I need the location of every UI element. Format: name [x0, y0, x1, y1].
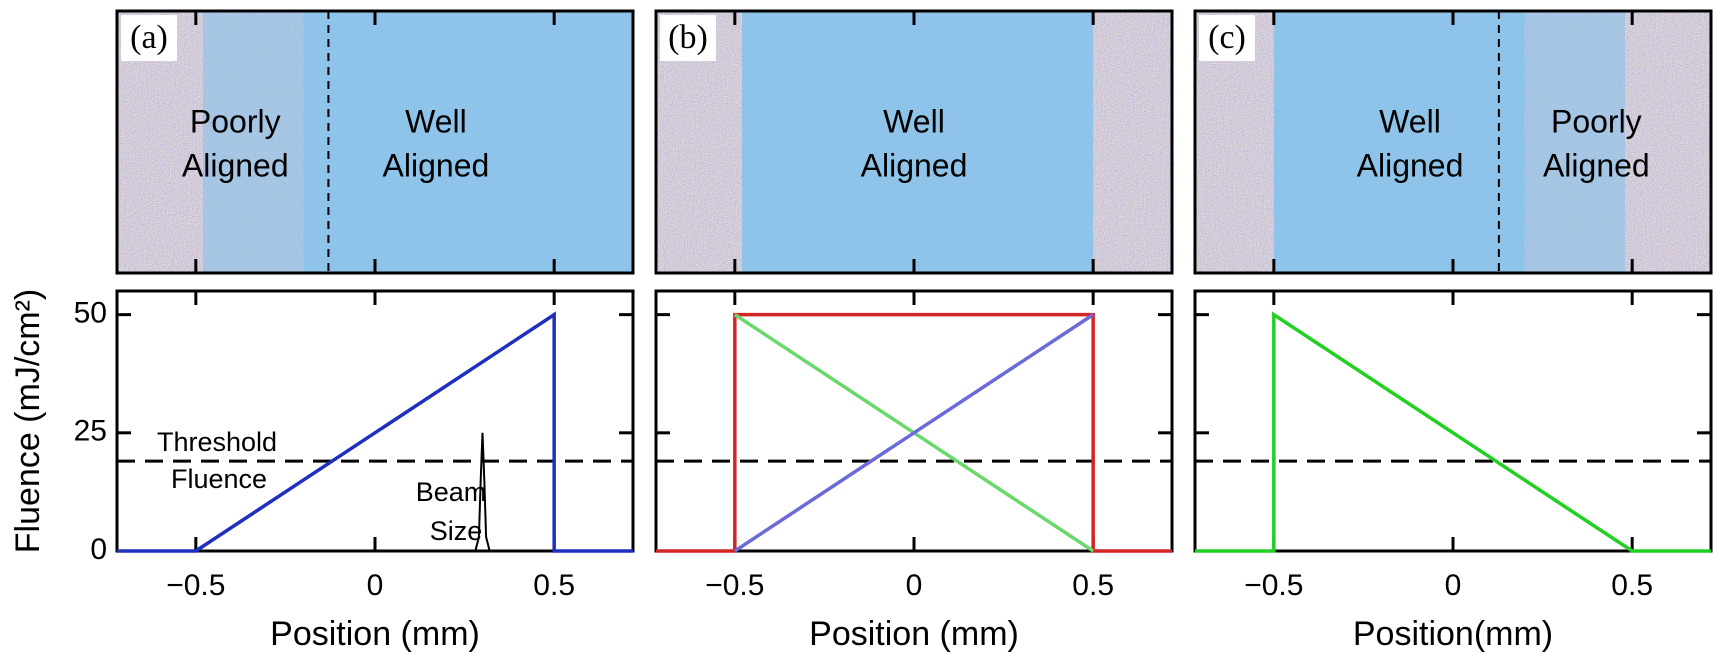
- poorly-aligned-speckle: [203, 11, 304, 273]
- region-label: Aligned: [182, 147, 289, 183]
- panel-label: (b): [668, 19, 708, 56]
- panel-label: (c): [1208, 19, 1246, 56]
- region-label: Well: [405, 103, 467, 139]
- x-axis-label: Position (mm): [809, 615, 1019, 653]
- y-tick-label: 0: [90, 533, 107, 566]
- fluence-line: [1195, 311, 1711, 553]
- region-label: Aligned: [1357, 147, 1464, 183]
- x-tick-label: −0.5: [1244, 569, 1303, 602]
- panel-label: (a): [130, 19, 168, 56]
- x-tick-label: 0: [906, 569, 923, 602]
- x-tick-label: 0: [1445, 569, 1462, 602]
- x-tick-label: 0: [367, 569, 384, 602]
- x-tick-label: −0.5: [705, 569, 764, 602]
- region-label: Well: [1379, 103, 1441, 139]
- annotation: Size: [430, 516, 483, 546]
- x-tick-label: 0.5: [1611, 569, 1653, 602]
- y-axis-label: Fluence (mJ/cm²): [9, 289, 47, 553]
- region-label: Poorly: [190, 103, 281, 139]
- region-label: Aligned: [1543, 147, 1650, 183]
- panel: (a) Poorly Aligned Well Aligned −0.5 0 0.5 0 25 50…: [9, 9, 635, 653]
- poorly-aligned-speckle: [1524, 11, 1625, 273]
- annotation: Fluence: [171, 464, 267, 494]
- x-axis-label: Position (mm): [270, 615, 480, 653]
- y-tick-label: 50: [74, 297, 107, 330]
- annotation: Threshold: [157, 427, 277, 457]
- x-tick-label: −0.5: [166, 569, 225, 602]
- fluence-line: [733, 313, 1095, 553]
- region-label: Poorly: [1551, 103, 1642, 139]
- region-label: Aligned: [861, 147, 968, 183]
- x-tick-label: 0.5: [533, 569, 575, 602]
- fluence-line: [474, 432, 491, 552]
- panel: (c) Well Aligned Poorly Aligned −0.5 0 0.5 Posit…: [1193, 9, 1713, 653]
- panel-label-box: [121, 15, 177, 61]
- fluence-line: [117, 311, 633, 553]
- x-tick-label: 0.5: [1072, 569, 1114, 602]
- fluence-line: [656, 312, 1172, 553]
- panel: (b) Well Aligned −0.5 0 0.5 Position (mm): [654, 9, 1174, 653]
- y-tick-label: 25: [74, 415, 107, 448]
- x-axis-label: Position(mm): [1353, 615, 1553, 653]
- region-label: Well: [883, 103, 945, 139]
- annotation: Beam: [416, 477, 487, 507]
- region-label: Aligned: [383, 147, 490, 183]
- panel-label-box: [660, 15, 716, 61]
- panel-label-box: [1199, 15, 1255, 61]
- aligned-region: [742, 11, 1094, 273]
